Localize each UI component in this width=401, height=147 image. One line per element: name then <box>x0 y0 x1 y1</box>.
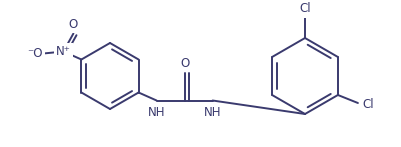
Text: ⁻O: ⁻O <box>28 47 43 60</box>
Text: O: O <box>69 18 78 31</box>
Text: Cl: Cl <box>361 98 373 112</box>
Text: NH: NH <box>203 106 221 119</box>
Text: O: O <box>180 57 189 70</box>
Text: NH: NH <box>148 106 165 119</box>
Text: Cl: Cl <box>298 2 310 15</box>
Text: N⁺: N⁺ <box>56 45 71 58</box>
